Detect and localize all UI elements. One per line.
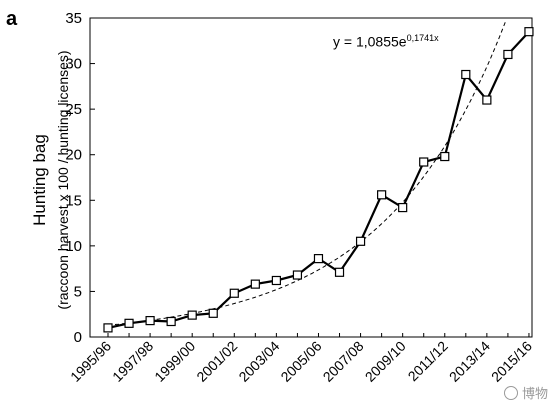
data-point bbox=[292, 270, 303, 280]
x-ticks: 1995/961997/981999/002001/022003/042005/… bbox=[67, 333, 535, 385]
trend-line bbox=[107, 20, 507, 326]
y-tick-label: 30 bbox=[65, 56, 82, 73]
trend-equation-exponent: 0,1741x bbox=[406, 33, 439, 43]
y-axis-label: Hunting bag bbox=[30, 134, 49, 226]
plot-frame bbox=[89, 17, 533, 338]
trend-equation: y = 1,0855e0,1741x bbox=[333, 33, 439, 50]
y-ticks: 0 5 10 15 20 25 30 35 bbox=[65, 10, 95, 346]
x-tick-label: 1997/98 bbox=[109, 338, 156, 385]
watermark: 博物 bbox=[503, 383, 548, 402]
axes bbox=[89, 17, 533, 338]
y-tick-label: 20 bbox=[65, 147, 82, 164]
data-point bbox=[377, 190, 387, 200]
y-tick-label: 10 bbox=[65, 238, 82, 255]
data-point bbox=[524, 27, 534, 37]
y-axis-sublabel: (raccoon harvest x 100 / hunting license… bbox=[55, 50, 71, 310]
data-point bbox=[229, 288, 239, 298]
data-point bbox=[313, 254, 324, 264]
x-tick-label: 2009/10 bbox=[362, 338, 409, 385]
data-point bbox=[145, 315, 155, 326]
x-tick-label: 2011/12 bbox=[405, 338, 452, 385]
y-tick-label: 15 bbox=[65, 192, 82, 209]
data-point bbox=[166, 316, 176, 327]
x-tick-label: 2001/02 bbox=[193, 338, 240, 385]
x-tick-label: 2015/16 bbox=[488, 338, 535, 385]
data-point bbox=[440, 151, 450, 162]
data-point bbox=[187, 310, 197, 320]
data-point bbox=[482, 95, 492, 105]
x-tick-label: 2007/08 bbox=[320, 338, 367, 385]
data-point bbox=[334, 267, 345, 277]
panel-label: a bbox=[6, 8, 18, 30]
x-tick-label: 2005/06 bbox=[277, 338, 324, 385]
data-point bbox=[503, 49, 513, 60]
data-point bbox=[398, 202, 408, 213]
data-point bbox=[271, 275, 281, 286]
watermark-text: 博物 bbox=[521, 387, 548, 402]
y-tick-label: 5 bbox=[74, 283, 82, 300]
trend-equation-base: y = 1,0855e bbox=[333, 33, 407, 50]
data-markers bbox=[103, 27, 534, 333]
data-point bbox=[419, 157, 429, 167]
x-tick-label: 1999/00 bbox=[151, 338, 198, 385]
data-point bbox=[103, 323, 113, 333]
data-point bbox=[355, 236, 366, 246]
data-point bbox=[250, 279, 260, 289]
data-point bbox=[124, 318, 134, 328]
data-point bbox=[461, 69, 471, 80]
watermark-icon bbox=[503, 385, 518, 400]
y-tick-label: 25 bbox=[65, 101, 82, 118]
y-tick-label: 35 bbox=[65, 10, 82, 27]
y-tick-label: 0 bbox=[74, 329, 82, 346]
x-tick-label: 2013/14 bbox=[446, 338, 493, 385]
data-point bbox=[208, 308, 218, 318]
x-tick-label: 2003/04 bbox=[235, 338, 282, 385]
